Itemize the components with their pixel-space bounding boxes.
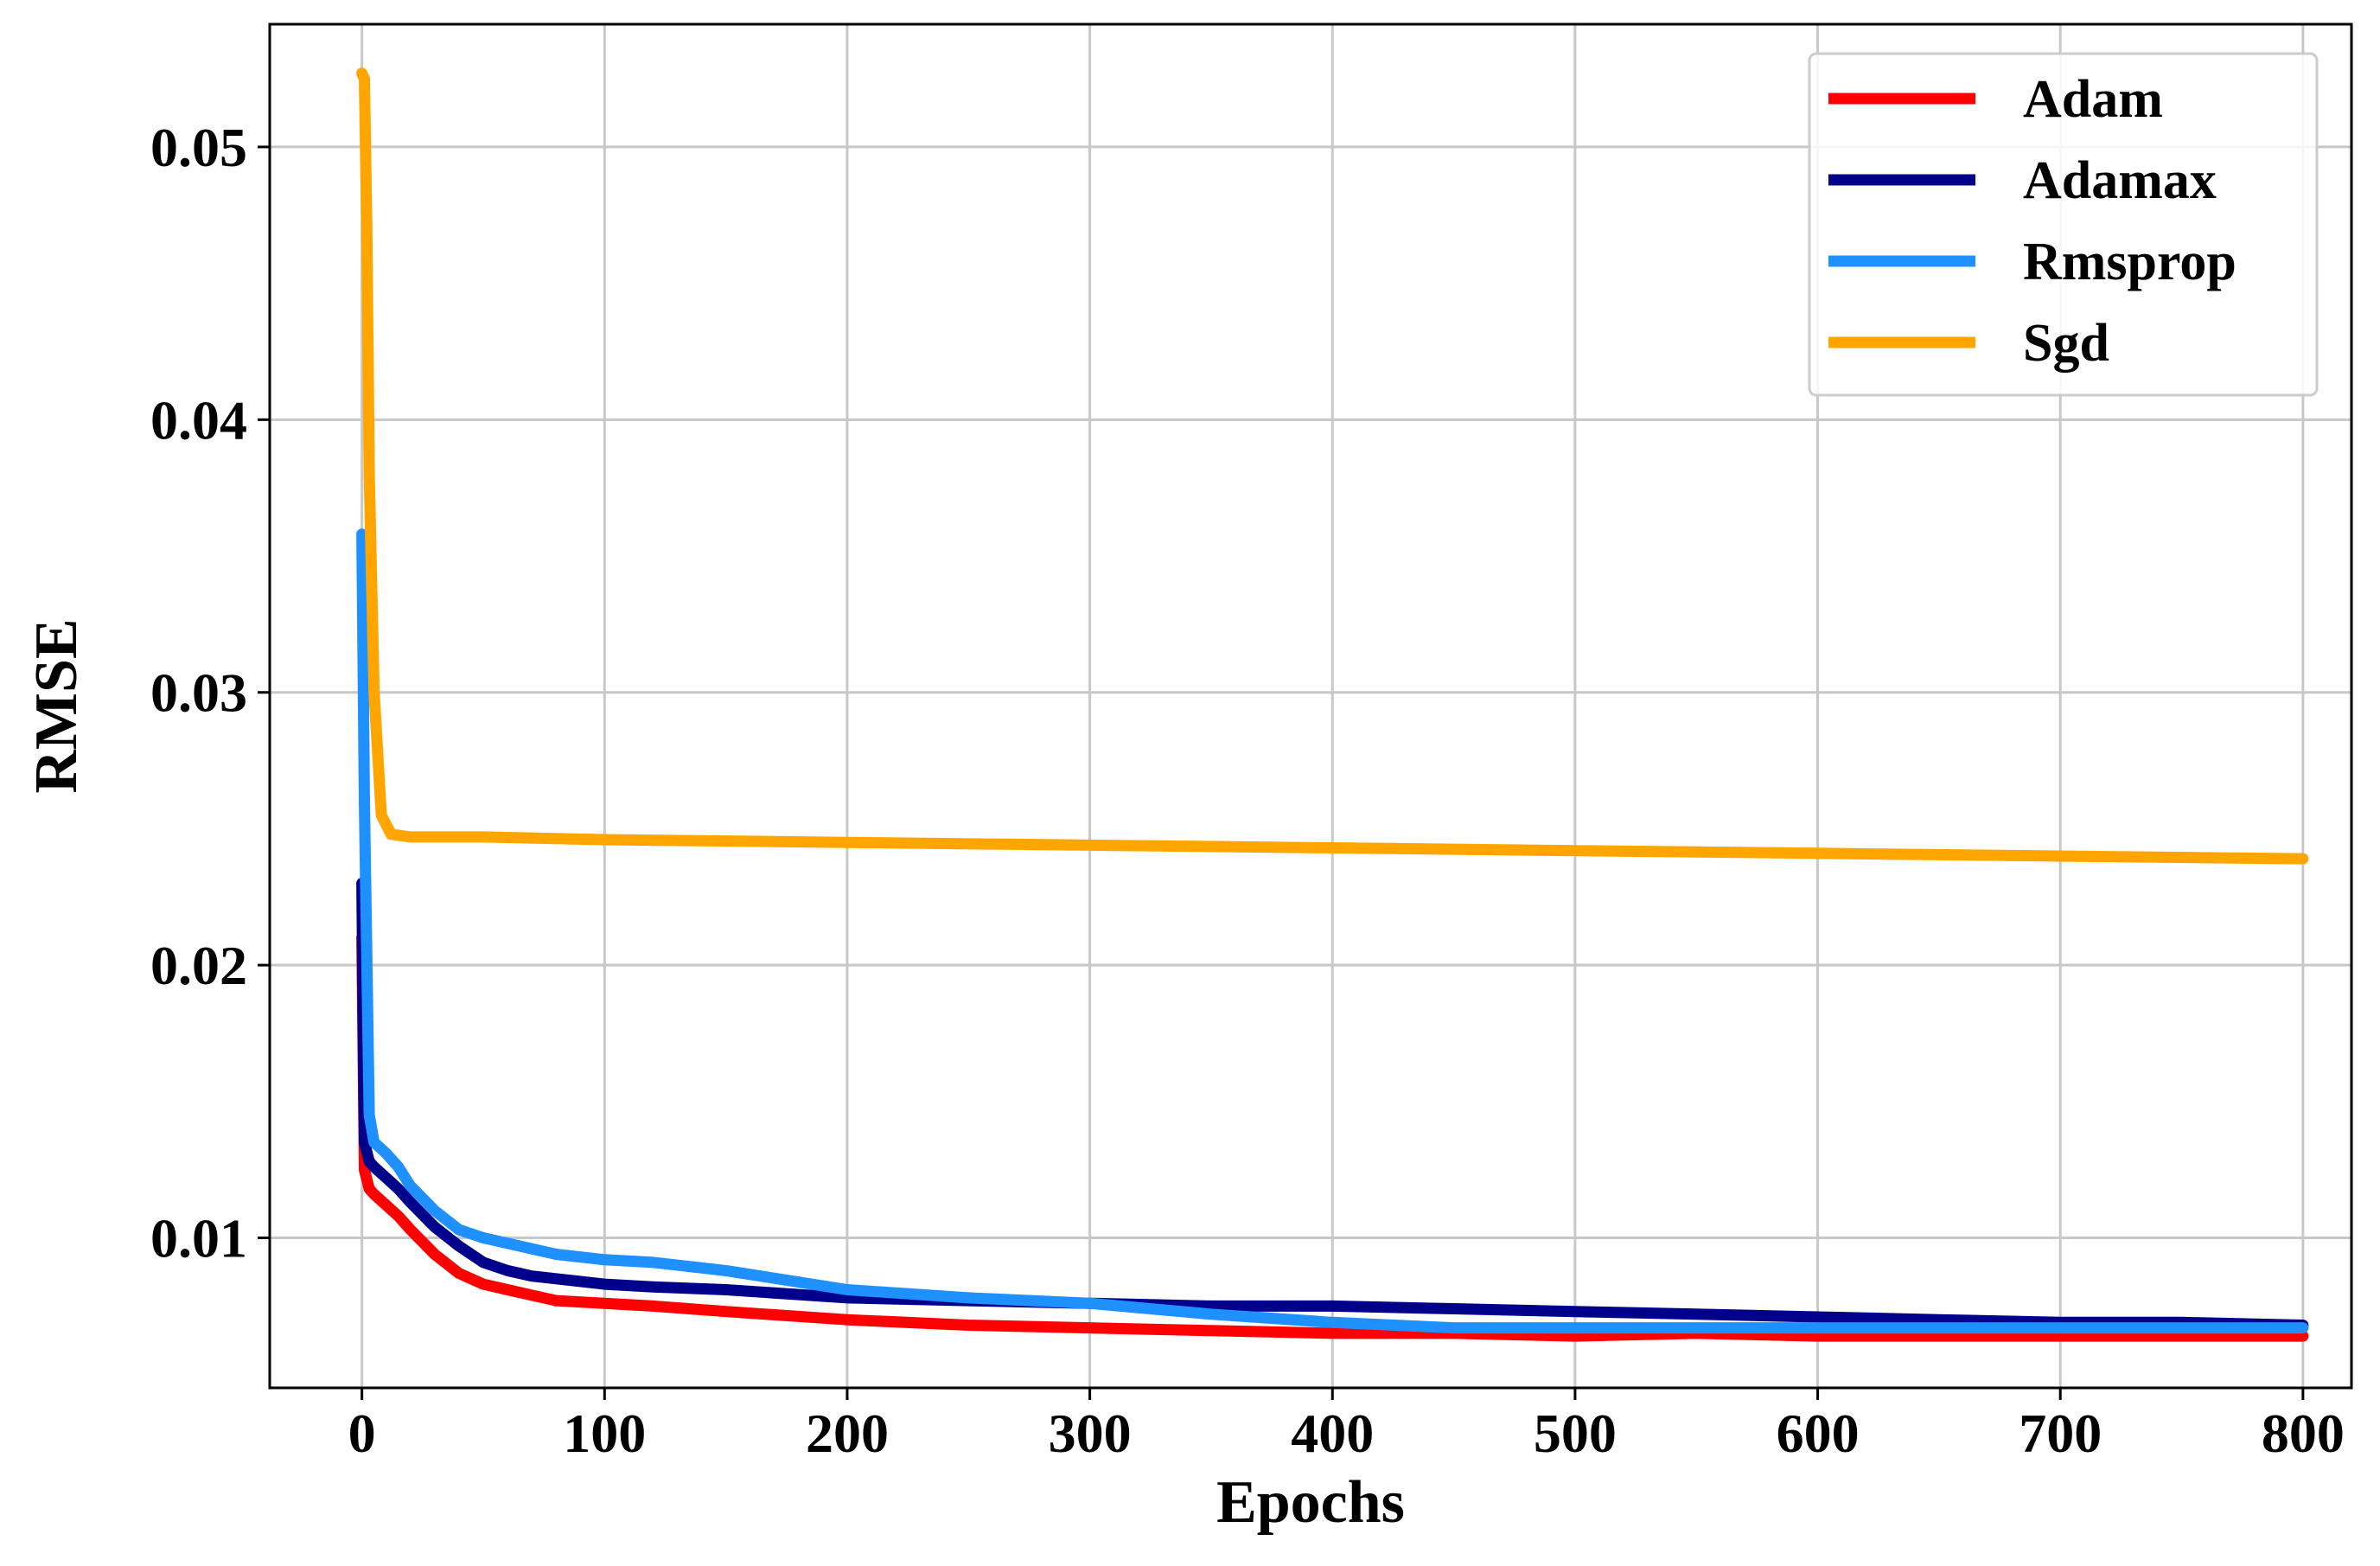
y-tick-label: 0.02 bbox=[150, 935, 247, 996]
x-tick-labels: 0 100 200 300 400 500 600 700 800 bbox=[348, 1403, 2345, 1464]
x-tick-label: 700 bbox=[2019, 1403, 2102, 1464]
y-tick-label: 0.01 bbox=[150, 1208, 247, 1269]
y-tick-label: 0.03 bbox=[150, 662, 247, 724]
legend: Adam Adamax Rmsprop Sgd bbox=[1808, 52, 2319, 397]
x-axis-title: Epochs bbox=[1216, 1469, 1405, 1536]
plot-frame bbox=[268, 22, 2353, 1390]
y-tick-label: 0.05 bbox=[150, 117, 247, 178]
legend-box bbox=[1808, 52, 2319, 397]
legend-label-rmsprop: Rmsprop bbox=[2023, 233, 2236, 291]
series-line-sgd bbox=[356, 67, 2309, 865]
series-line-adamax bbox=[356, 878, 2309, 1331]
x-tick-label: 300 bbox=[1049, 1403, 1132, 1464]
x-tick-label: 0 bbox=[348, 1403, 376, 1464]
x-tick-label: 800 bbox=[2262, 1403, 2345, 1464]
series-line-adam bbox=[356, 932, 2309, 1342]
x-tick-label: 100 bbox=[563, 1403, 646, 1464]
x-tick-label: 600 bbox=[1777, 1403, 1860, 1464]
y-tick-labels: 0.01 0.02 0.03 0.04 0.05 bbox=[150, 117, 247, 1269]
series-group bbox=[356, 67, 2309, 1342]
y-tick-label: 0.04 bbox=[150, 389, 247, 451]
series-line-rmsprop bbox=[356, 528, 2309, 1334]
ticks bbox=[258, 145, 2305, 1400]
x-tick-label: 200 bbox=[806, 1403, 889, 1464]
y-axis-title: RMSE bbox=[23, 618, 90, 793]
legend-label-adamax: Adamax bbox=[2023, 151, 2217, 210]
legend-label-sgd: Sgd bbox=[2023, 314, 2109, 373]
x-tick-label: 500 bbox=[1534, 1403, 1617, 1464]
x-tick-label: 400 bbox=[1291, 1403, 1374, 1464]
legend-label-adam: Adam bbox=[2023, 70, 2163, 129]
